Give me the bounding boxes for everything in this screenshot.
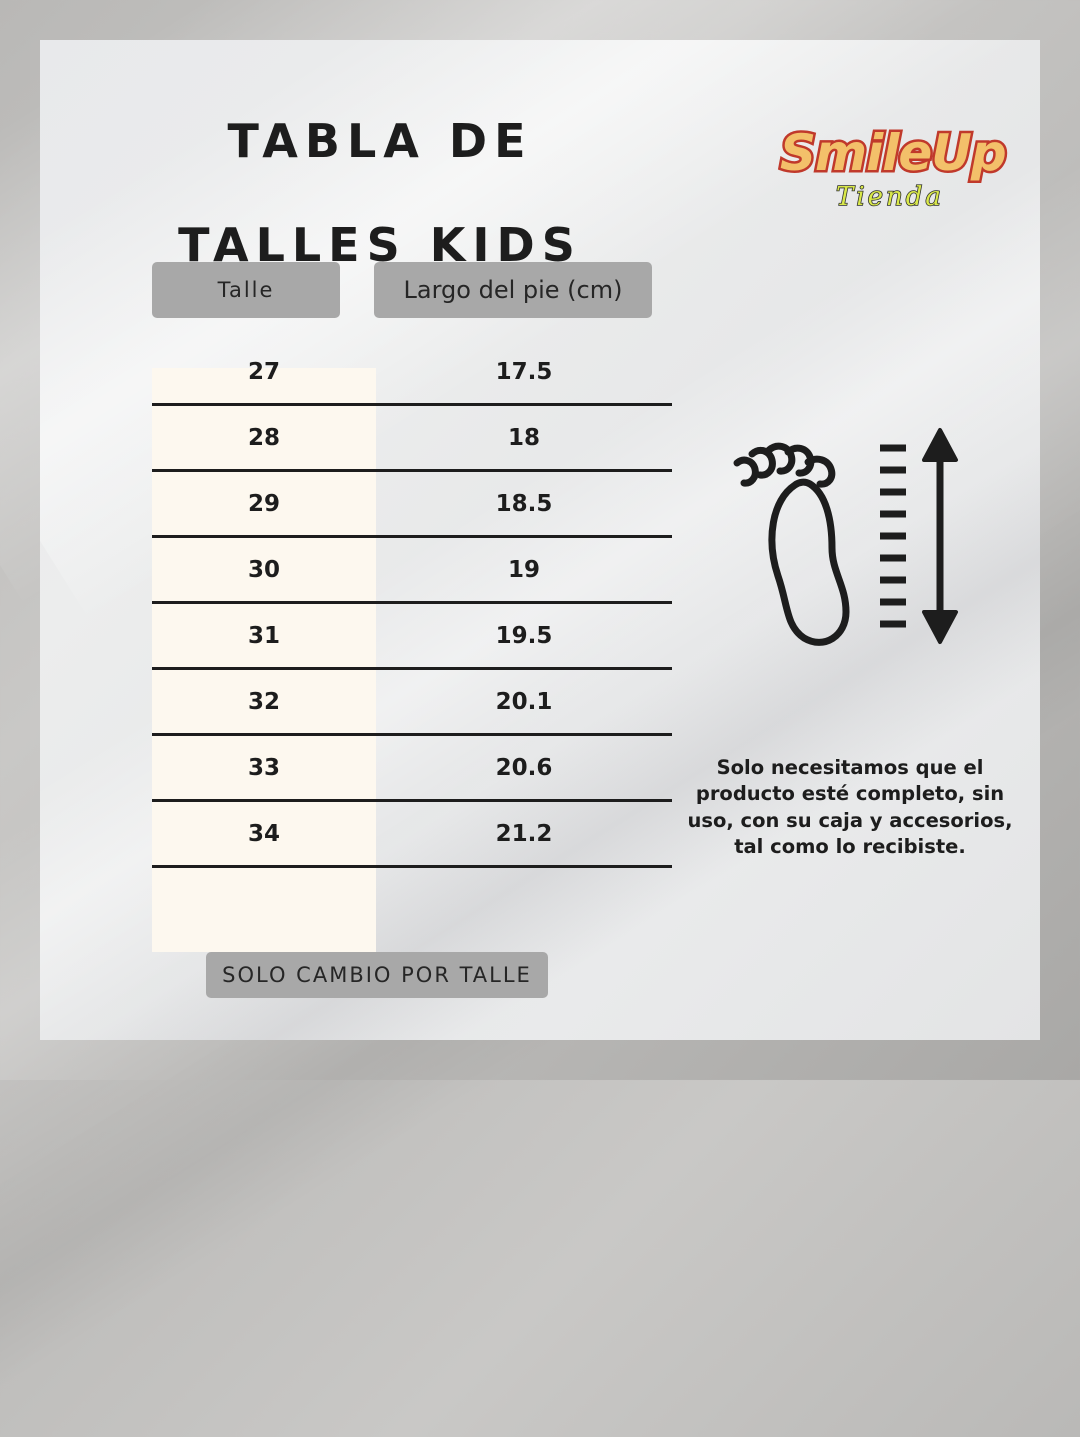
cell-talle: 32 <box>247 688 280 715</box>
cell-largo: 17.5 <box>495 358 553 385</box>
foot-icon <box>733 428 958 646</box>
cell-largo: 18 <box>507 424 540 451</box>
cell-largo: 18.5 <box>495 490 553 517</box>
cell-largo: 19 <box>507 556 540 583</box>
brand-logo-subtitle: Tienda <box>835 181 944 213</box>
table-row: 30 19 <box>152 538 672 604</box>
talle-column-highlight <box>152 368 376 952</box>
column-header-largo: Largo del pie (cm) <box>374 262 652 318</box>
cell-largo: 20.1 <box>495 688 553 715</box>
table-row: 33 20.6 <box>152 736 672 802</box>
cell-talle: 29 <box>247 490 280 517</box>
page-title-line1: TABLA DE <box>227 114 533 168</box>
cell-largo: 21.2 <box>495 820 553 847</box>
table-row: 29 18.5 <box>152 472 672 538</box>
table-row: 31 19.5 <box>152 604 672 670</box>
column-header-talle: Talle <box>152 262 340 318</box>
cell-talle: 30 <box>247 556 280 583</box>
cell-talle: 34 <box>247 820 280 847</box>
ruler-ticks <box>880 444 906 628</box>
table-row: 32 20.1 <box>152 670 672 736</box>
foot-measurement-illustration <box>700 390 1000 650</box>
return-conditions-note: Solo necesitamos que el producto esté co… <box>687 756 1013 858</box>
table-row: 28 18 <box>152 406 672 472</box>
exchange-policy-badge: SOLO CAMBIO POR TALLE <box>206 952 548 998</box>
brand-logo-wordmark: SmileUp <box>778 122 1010 185</box>
size-chart-card: TABLA DE TALLES KIDS SmileUp Tienda Tall… <box>40 40 1040 1040</box>
cell-talle: 27 <box>247 358 280 385</box>
cell-talle: 33 <box>247 754 280 781</box>
cell-talle: 31 <box>247 622 280 649</box>
brand-logo: SmileUp Tienda <box>758 98 1010 238</box>
size-table-body: 27 17.5 28 18 29 18.5 30 19 31 19.5 32 2… <box>152 340 672 952</box>
cell-largo: 19.5 <box>495 622 553 649</box>
size-table-header: Talle Largo del pie (cm) <box>152 262 672 318</box>
table-row: 27 17.5 <box>152 340 672 406</box>
cell-talle: 28 <box>247 424 280 451</box>
table-row: 34 21.2 <box>152 802 672 868</box>
table-header-row: Talle Largo del pie (cm) <box>152 262 672 318</box>
cell-largo: 20.6 <box>495 754 553 781</box>
arrow-icon <box>922 428 958 644</box>
